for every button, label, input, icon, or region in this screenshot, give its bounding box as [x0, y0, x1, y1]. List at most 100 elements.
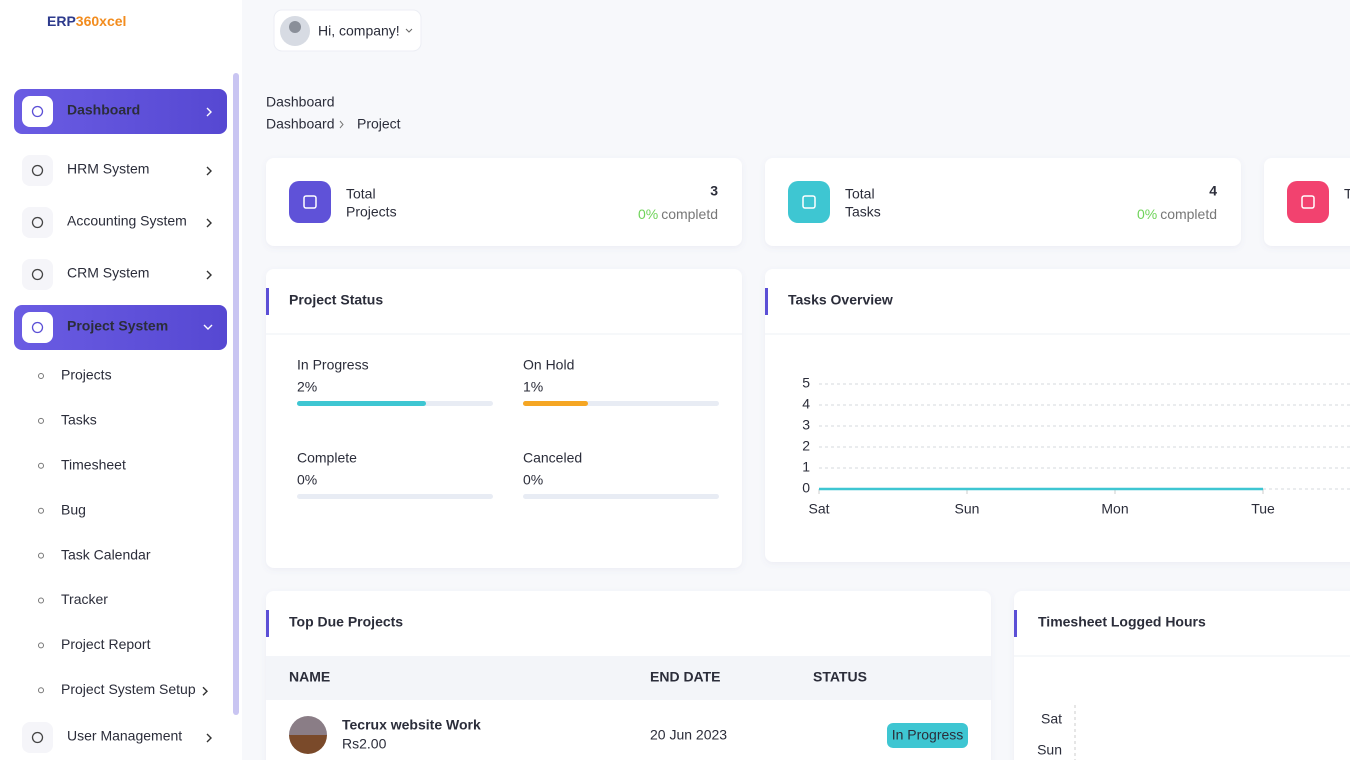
- menu-active-bg[interactable]: [14, 305, 227, 350]
- column-header: NAME: [289, 669, 330, 685]
- y-tick-label: 5: [802, 375, 810, 391]
- card-title: Timesheet Logged Hours: [1038, 614, 1206, 630]
- y-tick-label: 4: [802, 396, 810, 412]
- y-tick-label: 1: [802, 459, 810, 475]
- card-title: Tasks Overview: [788, 292, 893, 308]
- submenu-label[interactable]: Projects: [61, 367, 112, 383]
- user-menu[interactable]: Hi, company!: [273, 9, 422, 52]
- accent: [266, 288, 269, 315]
- scrollbar[interactable]: [233, 73, 239, 715]
- submenu-label[interactable]: Tracker: [61, 591, 108, 607]
- submenu-label[interactable]: Project System Setup: [61, 681, 196, 697]
- breadcrumb[interactable]: Dashboard: [266, 116, 335, 132]
- y-tick-label: 3: [802, 417, 810, 433]
- chevron: [405, 28, 413, 33]
- stat-caption: Total: [1344, 186, 1350, 202]
- status-value: 1%: [523, 379, 543, 395]
- menu-label[interactable]: CRM System: [67, 265, 149, 281]
- submenu-bullet: [38, 687, 44, 694]
- menu-label[interactable]: HRM System: [67, 161, 149, 177]
- submenu-label[interactable]: Project Report: [61, 636, 151, 652]
- x-tick-label: Sat: [808, 501, 829, 517]
- stat-icon: [788, 181, 830, 223]
- column-header: END DATE: [650, 669, 721, 685]
- menu-icon-box: [22, 207, 53, 238]
- menu-icon-box: [22, 722, 53, 753]
- menu-label[interactable]: Dashboard: [67, 102, 140, 118]
- status-badge: [887, 723, 968, 748]
- card: [266, 269, 742, 568]
- ground: [289, 735, 327, 754]
- submenu-bullet: [38, 597, 44, 604]
- status-text: In Progress: [892, 727, 964, 743]
- menu-icon: [31, 268, 44, 281]
- stat-icon: [289, 181, 331, 223]
- status-value: 0%: [297, 472, 317, 488]
- menu-icon-box: [22, 259, 53, 290]
- accent: [765, 288, 768, 315]
- table-header: [266, 656, 991, 700]
- menu-label[interactable]: User Management: [67, 728, 182, 744]
- logo-part: ERP: [47, 13, 76, 29]
- menu-icon-box: [22, 312, 53, 343]
- stat-icon: [1287, 181, 1329, 223]
- menu-icon: [31, 216, 44, 229]
- x-tick-label: Tue: [1251, 501, 1275, 517]
- page-title: Dashboard: [266, 94, 335, 110]
- stat-percent: 0%: [638, 206, 658, 222]
- menu-active-bg[interactable]: [14, 89, 227, 134]
- progress-track: [523, 494, 719, 499]
- menu-icon: [31, 731, 44, 744]
- avatar-head: [289, 21, 301, 33]
- card: [1014, 591, 1350, 760]
- stat-percent: 0%: [1137, 206, 1157, 222]
- status-label: On Hold: [523, 357, 574, 373]
- x-tick-label: Mon: [1101, 501, 1128, 517]
- menu-icon: [31, 321, 44, 334]
- status-label: Canceled: [523, 450, 582, 466]
- menu-icon: [31, 105, 44, 118]
- progress-fill: [297, 401, 426, 406]
- status-value: 0%: [523, 472, 543, 488]
- submenu-bullet: [38, 552, 44, 559]
- stat-caption: Total: [845, 186, 875, 202]
- user-pill[interactable]: [273, 9, 422, 52]
- card-header: Project Status Tasks Overview Top Due Pr…: [266, 288, 1350, 657]
- y-tick-label: 2: [802, 438, 810, 454]
- project-name[interactable]: Tecrux website Work: [342, 717, 481, 733]
- submenu-label[interactable]: Bug: [61, 501, 86, 517]
- table-row[interactable]: Tecrux website Work Rs2.00 20 Jun 2023 I…: [289, 716, 968, 754]
- submenu-label[interactable]: Tasks: [61, 412, 97, 428]
- stat-label: Projects: [346, 204, 397, 220]
- progress-fill: [523, 401, 588, 406]
- chevron: [206, 107, 212, 117]
- accent: [266, 610, 269, 637]
- stat-value: 3: [710, 183, 718, 199]
- stat-note: 0% completd: [638, 206, 718, 222]
- stat-note-text: completd: [1160, 206, 1217, 222]
- chevron: [203, 324, 213, 330]
- status-label: In Progress: [297, 357, 369, 373]
- chevron: [206, 166, 212, 176]
- status-label: Complete: [297, 450, 357, 466]
- y-tick-label: 0: [802, 480, 810, 496]
- stat-note: 0% completd: [1137, 206, 1217, 222]
- card: [765, 269, 1350, 562]
- card-title: Project Status: [289, 292, 383, 308]
- menu-icon: [31, 164, 44, 177]
- menu-label[interactable]: Project System: [67, 318, 168, 334]
- submenu-label[interactable]: Timesheet: [61, 457, 126, 473]
- y-tick-label: Sun: [1037, 742, 1062, 758]
- menu-label[interactable]: Accounting System: [67, 213, 187, 229]
- submenu-label[interactable]: Task Calendar: [61, 546, 151, 562]
- greeting: Hi, company!: [318, 23, 400, 39]
- accent: [1014, 610, 1017, 637]
- project-budget: Rs2.00: [342, 736, 387, 752]
- menu-icon-box: [22, 96, 53, 127]
- chevron: [202, 686, 208, 696]
- stat-value: 4: [1209, 183, 1217, 199]
- submenu-bullet: [38, 507, 44, 514]
- project-image: [289, 716, 327, 754]
- submenu-bullet: [38, 373, 44, 379]
